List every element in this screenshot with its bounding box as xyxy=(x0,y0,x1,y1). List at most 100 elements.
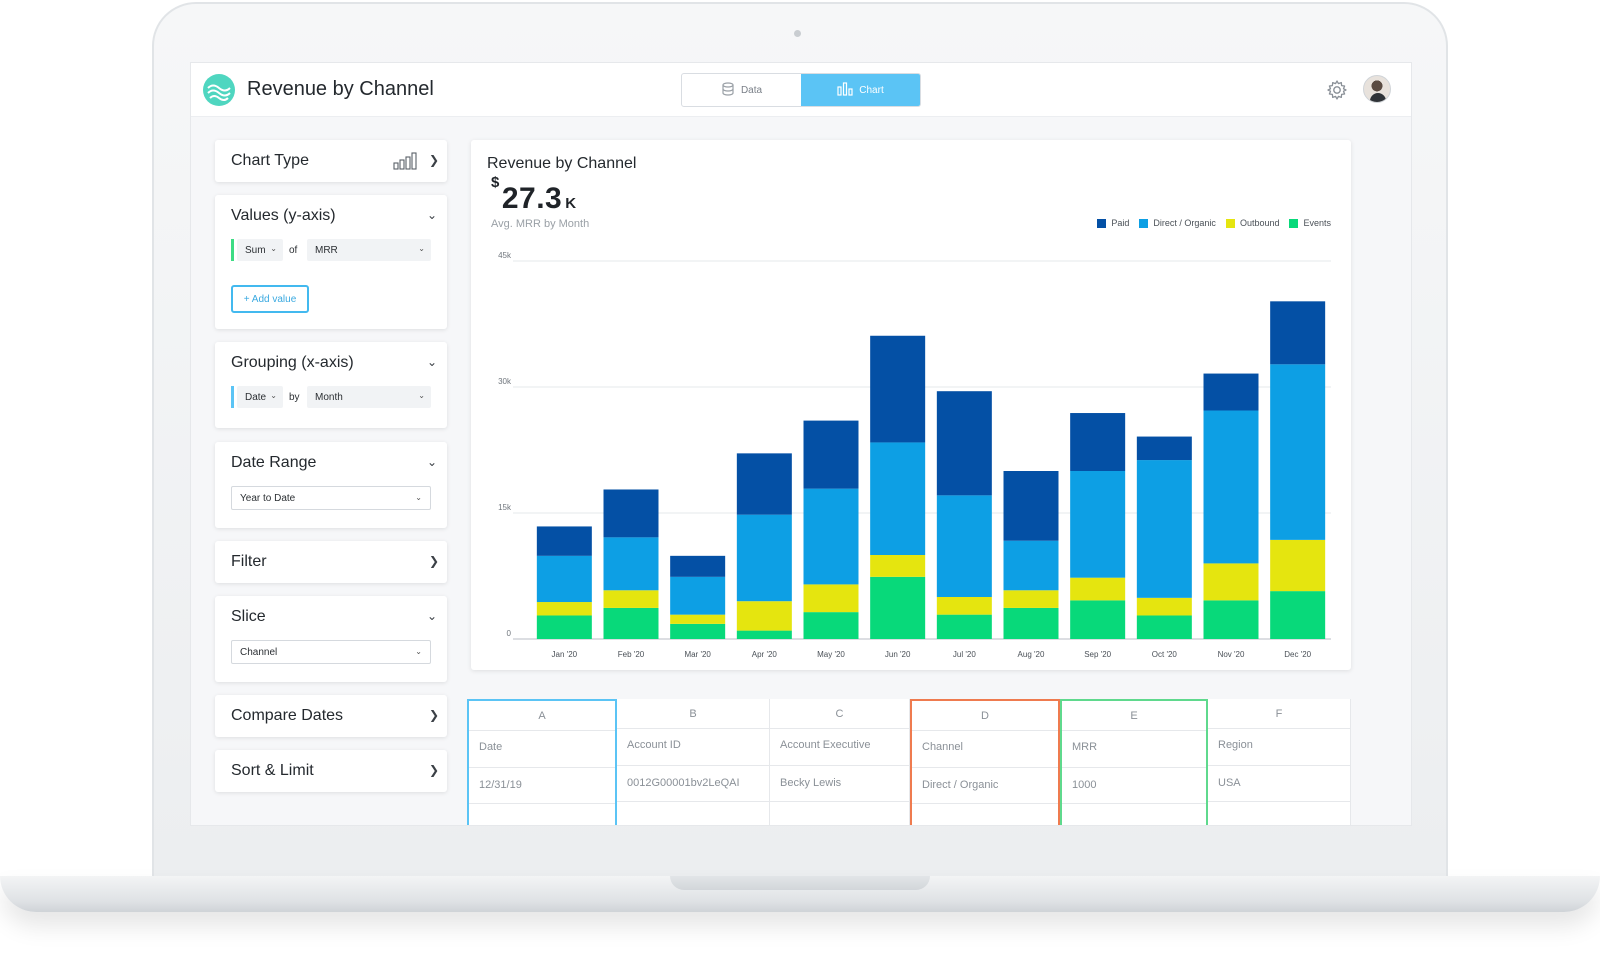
slice-select[interactable]: Channel ⌄ xyxy=(231,640,431,664)
compare-dates-card[interactable]: Compare Dates ❯ xyxy=(215,695,447,737)
table-cell[interactable]: 12/31/19 xyxy=(479,779,522,791)
bar-segment xyxy=(1136,436,1192,461)
date-range-card: Date Range ⌄ Year to Date ⌄ xyxy=(215,442,447,528)
bar-segment xyxy=(603,537,659,591)
view-toggle: Data Chart xyxy=(681,73,921,107)
table-cell[interactable]: USA xyxy=(1218,777,1241,789)
chevron-down-icon[interactable]: ⌄ xyxy=(427,609,438,623)
add-value-button[interactable]: + Add value xyxy=(231,285,309,313)
bar-segment xyxy=(1203,563,1259,601)
bar-segment xyxy=(803,584,859,613)
column-letter[interactable]: B xyxy=(617,699,769,729)
legend-item[interactable]: Events xyxy=(1289,218,1331,228)
filter-card[interactable]: Filter ❯ xyxy=(215,541,447,583)
column-letter[interactable]: D xyxy=(912,701,1058,731)
chart-title: Revenue by Channel xyxy=(487,155,637,172)
x-tick-label: Oct '20 xyxy=(1152,650,1178,659)
slice-value: Channel xyxy=(240,646,278,658)
values-title: Values (y-axis) xyxy=(231,207,336,224)
bar-segment xyxy=(603,607,659,639)
bar-segment xyxy=(870,335,926,443)
headline-value: 27.3 xyxy=(501,182,563,215)
chevron-down-icon[interactable]: ⌄ xyxy=(427,355,438,369)
legend-swatch xyxy=(1139,218,1149,228)
column-letter[interactable]: A xyxy=(469,701,615,731)
chevron-down-icon[interactable]: ⌄ xyxy=(427,208,438,222)
row-divider xyxy=(617,765,769,766)
column-letter[interactable]: F xyxy=(1208,699,1350,729)
chart-type-title: Chart Type xyxy=(231,152,309,169)
x-tick-label: Mar '20 xyxy=(684,650,711,659)
aggregate-value: Sum xyxy=(245,244,266,256)
x-tick-label: Jul '20 xyxy=(953,650,976,659)
chart-type-card[interactable]: Chart Type ❯ xyxy=(215,140,447,182)
bar-segment xyxy=(1003,590,1059,608)
legend-swatch xyxy=(1097,218,1107,228)
bar-segment xyxy=(736,630,792,639)
currency-symbol: $ xyxy=(491,174,500,191)
bar-segment xyxy=(1136,460,1192,598)
legend-item[interactable]: Outbound xyxy=(1225,218,1279,228)
bar-segment xyxy=(1203,410,1259,564)
row-divider xyxy=(1208,801,1350,802)
slice-title: Slice xyxy=(231,608,266,625)
row-divider xyxy=(912,803,1058,804)
bar-segment xyxy=(536,615,592,639)
page-title: Revenue by Channel xyxy=(247,78,434,100)
avatar[interactable] xyxy=(1363,75,1391,103)
app-screen: Revenue by Channel Data Chart xyxy=(190,62,1412,826)
table-cell[interactable]: Becky Lewis xyxy=(780,777,842,789)
x-tick-label: Dec '20 xyxy=(1284,650,1311,659)
bar-segment xyxy=(870,555,926,577)
column-letter[interactable]: C xyxy=(770,699,909,729)
legend-item[interactable]: Direct / Organic xyxy=(1139,218,1216,228)
legend-label: Events xyxy=(1303,218,1331,228)
legend-item[interactable]: Paid xyxy=(1097,218,1129,228)
value-field-select[interactable]: MRR ⌄ xyxy=(307,239,431,261)
column-field-name: Account ID xyxy=(627,739,681,751)
grid-column[interactable]: F Region USA xyxy=(1208,699,1351,825)
grouping-accent-bar xyxy=(231,386,234,408)
bar-segment xyxy=(670,623,726,639)
row-divider xyxy=(1062,803,1206,804)
grid-column[interactable]: A Date 12/31/19 xyxy=(467,699,617,825)
bar-segment xyxy=(1203,600,1259,639)
tab-chart[interactable]: Chart xyxy=(801,74,920,106)
group-field-select[interactable]: Date ⌄ xyxy=(237,386,283,408)
row-divider xyxy=(469,803,615,804)
app-logo-icon[interactable] xyxy=(203,74,235,106)
grid-column[interactable]: E MRR 1000 xyxy=(1060,699,1208,825)
row-divider xyxy=(912,767,1058,768)
chevron-down-icon: ⌄ xyxy=(270,244,277,253)
bar-segment xyxy=(603,590,659,608)
bar-segment xyxy=(936,391,992,496)
column-letter[interactable]: E xyxy=(1062,701,1206,731)
table-cell[interactable]: Direct / Organic xyxy=(922,779,999,791)
sort-limit-card[interactable]: Sort & Limit ❯ xyxy=(215,750,447,792)
aggregate-select[interactable]: Sum ⌄ xyxy=(237,239,283,261)
interval-select[interactable]: Month ⌄ xyxy=(307,386,431,408)
tab-data[interactable]: Data xyxy=(682,74,801,106)
camera-dot xyxy=(794,30,801,37)
chart-canvas: 0 15k 30k 45k Jan '20 Feb '20 Mar '20 Apr '20 Ma… xyxy=(498,251,1331,659)
tab-data-label: Data xyxy=(740,84,763,96)
bar-segment xyxy=(803,420,859,489)
legend-swatch xyxy=(1225,218,1235,228)
bar-segment xyxy=(1070,600,1126,639)
bar-segment xyxy=(870,576,926,639)
chevron-down-icon[interactable]: ⌄ xyxy=(427,455,438,469)
headline-metric: $27.3 K xyxy=(491,174,577,216)
chevron-right-icon: ❯ xyxy=(429,153,440,167)
chevron-down-icon: ⌄ xyxy=(415,647,422,656)
grid-column[interactable]: D Channel Direct / Organic xyxy=(910,699,1060,825)
gear-icon[interactable] xyxy=(1326,79,1348,101)
metric-subtitle: Avg. MRR by Month xyxy=(491,218,590,230)
column-field-name: MRR xyxy=(1072,741,1098,753)
table-cell[interactable]: 0012G00001bv2LeQAI xyxy=(627,777,740,789)
table-cell[interactable]: 1000 xyxy=(1072,779,1097,791)
legend-swatch xyxy=(1289,218,1299,228)
grid-column[interactable]: C Account Executive Becky Lewis xyxy=(770,699,910,825)
date-range-select[interactable]: Year to Date ⌄ xyxy=(231,486,431,510)
column-field-name: Account Executive xyxy=(780,739,871,751)
grid-column[interactable]: B Account ID 0012G00001bv2LeQAI xyxy=(617,699,770,825)
